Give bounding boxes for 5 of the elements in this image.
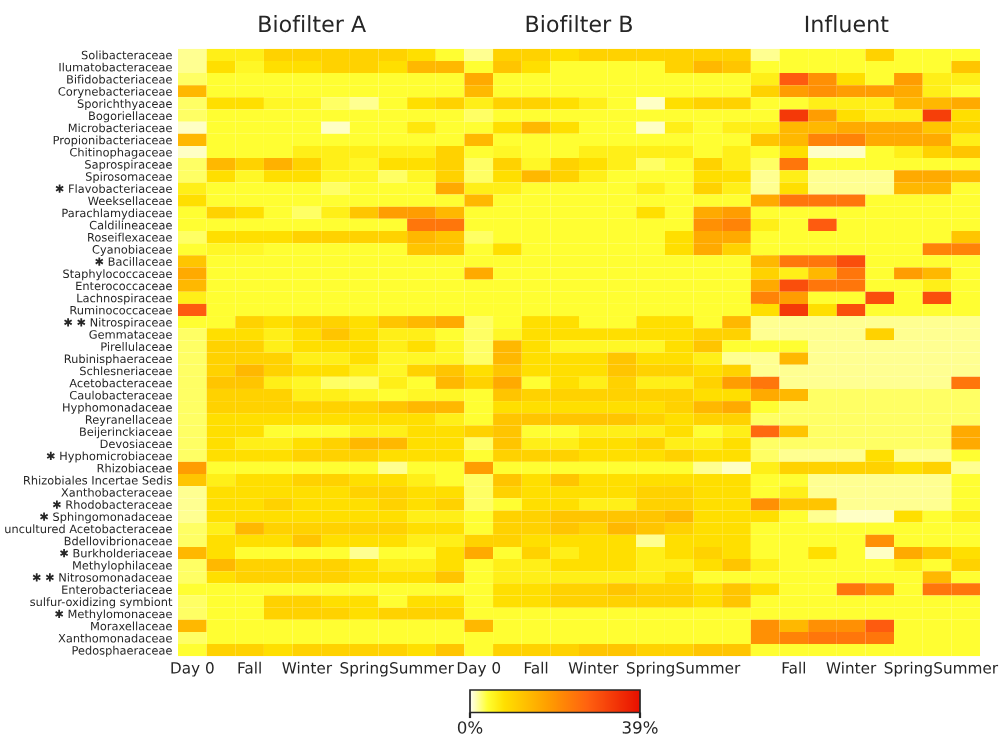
color-bar-label: 39% [622, 721, 658, 734]
text: Biofilter B [526, 15, 632, 33]
color-bar-label: 0% [457, 721, 483, 734]
text: Biofilter A [259, 15, 366, 33]
text: Influent [805, 15, 889, 33]
